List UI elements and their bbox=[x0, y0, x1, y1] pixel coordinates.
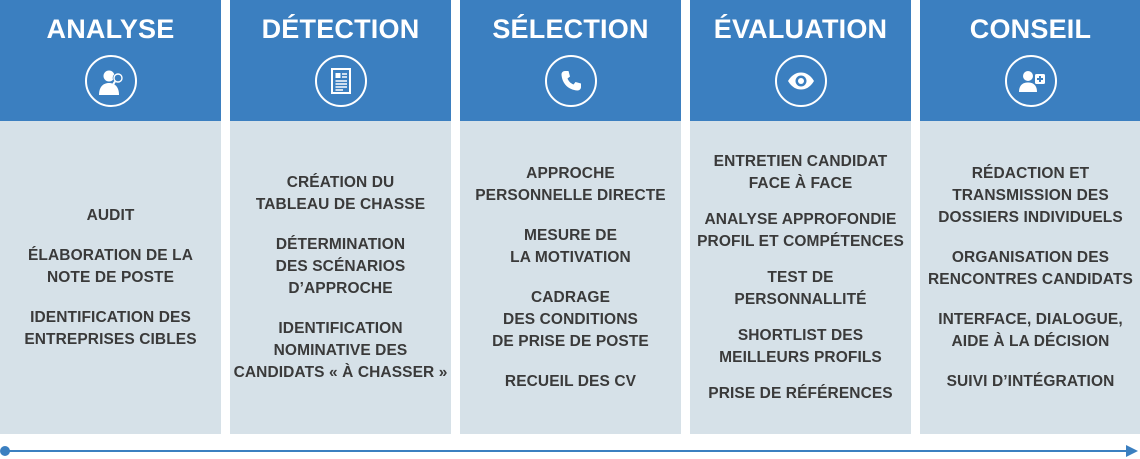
process-columns: ANALYSE AUDIT ÉLABORATION DE LA NOTE DE … bbox=[0, 0, 1140, 434]
step-item: RECUEIL DES CV bbox=[504, 372, 637, 390]
column-body: RÉDACTION ET TRANSMISSION DES DOSSIERS I… bbox=[920, 121, 1140, 434]
document-icon bbox=[314, 55, 367, 107]
step-item: ÉLABORATION DE LA NOTE DE POSTE bbox=[27, 246, 194, 286]
arrow-head-icon bbox=[1126, 445, 1138, 457]
step-item: CRÉATION DU TABLEAU DE CHASSE bbox=[255, 173, 426, 213]
eye-icon bbox=[774, 55, 827, 107]
step-item: RÉDACTION ET TRANSMISSION DES DOSSIERS I… bbox=[938, 164, 1123, 226]
column-body: APPROCHE PERSONNELLE DIRECTE MESURE DE L… bbox=[460, 121, 681, 434]
step-item: SHORTLIST DES MEILLEURS PROFILS bbox=[719, 326, 882, 366]
step-item: PRISE DE RÉFÉRENCES bbox=[708, 384, 893, 402]
step-item: CADRAGE DES CONDITIONS DE PRISE DE POSTE bbox=[492, 288, 649, 350]
step-item: INTERFACE, DIALOGUE, AIDE À LA DÉCISION bbox=[938, 310, 1123, 350]
column-title: SÉLECTION bbox=[492, 14, 649, 44]
step-item: TEST DE PERSONNALLITÉ bbox=[734, 268, 867, 308]
column-title: CONSEIL bbox=[969, 14, 1092, 44]
column-title: ÉVALUATION bbox=[713, 14, 888, 44]
step-item: IDENTIFICATION DES ENTREPRISES CIBLES bbox=[24, 308, 197, 348]
column-analyse: ANALYSE AUDIT ÉLABORATION DE LA NOTE DE … bbox=[0, 0, 221, 434]
step-item: DÉTERMINATION DES SCÉNARIOS D’APPROCHE bbox=[275, 235, 406, 297]
column-evaluation: ÉVALUATION ENTRETIEN CANDIDAT FACE À FAC… bbox=[690, 0, 911, 434]
column-header: CONSEIL bbox=[920, 0, 1140, 121]
add-user-icon bbox=[1004, 55, 1057, 107]
step-item: ORGANISATION DES RENCONTRES CANDIDATS bbox=[928, 248, 1133, 288]
step-item: MESURE DE LA MOTIVATION bbox=[510, 226, 631, 266]
timeline-arrow bbox=[0, 444, 1140, 458]
column-header: DÉTECTION bbox=[230, 0, 451, 121]
column-header: ANALYSE bbox=[0, 0, 221, 121]
step-item: AUDIT bbox=[86, 206, 135, 224]
step-item: APPROCHE PERSONNELLE DIRECTE bbox=[475, 164, 666, 204]
column-body: CRÉATION DU TABLEAU DE CHASSE DÉTERMINAT… bbox=[230, 121, 451, 434]
person-magnifier-icon bbox=[84, 55, 137, 107]
column-title: DÉTECTION bbox=[261, 14, 420, 44]
timeline-line bbox=[6, 450, 1126, 452]
column-selection: SÉLECTION APPROCHE PERSONNELLE DIRECTE M… bbox=[460, 0, 681, 434]
column-header: SÉLECTION bbox=[460, 0, 681, 121]
column-title: ANALYSE bbox=[46, 14, 175, 44]
column-body: ENTRETIEN CANDIDAT FACE À FACE ANALYSE A… bbox=[690, 121, 911, 434]
column-conseil: CONSEIL RÉDACTION ET TRANSMISSION DES DO… bbox=[920, 0, 1140, 434]
step-item: SUIVI D’INTÉGRATION bbox=[946, 372, 1115, 390]
column-body: AUDIT ÉLABORATION DE LA NOTE DE POSTE ID… bbox=[0, 121, 221, 434]
step-item: ENTRETIEN CANDIDAT FACE À FACE bbox=[713, 152, 888, 192]
step-item: ANALYSE APPROFONDIE PROFIL ET COMPÉTENCE… bbox=[697, 210, 904, 250]
column-header: ÉVALUATION bbox=[690, 0, 911, 121]
phone-icon bbox=[544, 55, 597, 107]
column-detection: DÉTECTION CRÉATION DU TABLEAU DE CHASSE … bbox=[230, 0, 451, 434]
timeline-start-dot bbox=[0, 446, 10, 456]
step-item: IDENTIFICATION NOMINATIVE DES CANDIDATS … bbox=[233, 319, 448, 381]
